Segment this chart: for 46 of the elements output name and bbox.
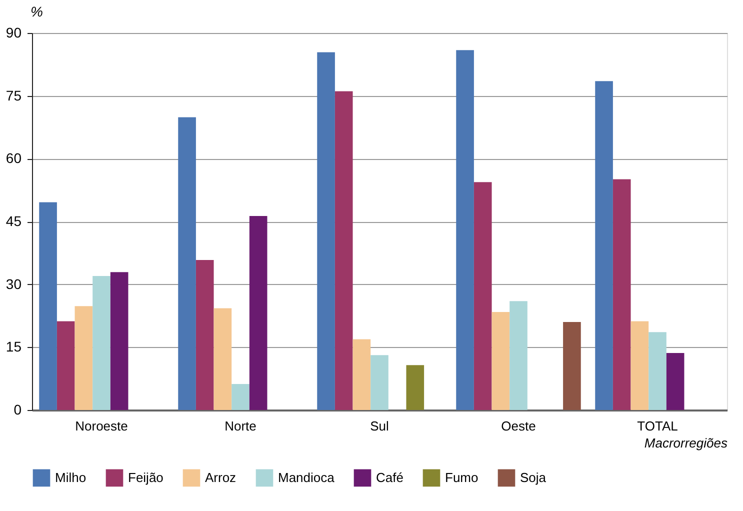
- x-tick-label: Oeste: [501, 418, 536, 434]
- bar: [612, 179, 631, 410]
- bar: [74, 306, 93, 410]
- legend-label: Arroz: [205, 470, 236, 485]
- bar: [370, 355, 388, 410]
- y-tick-label: 0: [14, 402, 22, 418]
- x-tick-label: TOTAL: [637, 418, 678, 434]
- y-tick-label: 60: [6, 150, 22, 166]
- bar: [456, 50, 474, 410]
- legend-label: Café: [376, 470, 404, 485]
- bar: [666, 353, 684, 410]
- bar: [317, 52, 335, 410]
- x-tick-label: Sul: [370, 418, 389, 434]
- y-tick-label: 90: [6, 24, 22, 40]
- legend-label: Feijão: [128, 470, 164, 485]
- legend-label: Fumo: [445, 470, 478, 485]
- bar: [178, 117, 196, 410]
- bar: [406, 365, 424, 410]
- y-tick-label: 15: [6, 338, 22, 355]
- y-axis-title: %: [30, 4, 43, 20]
- bar: [92, 276, 110, 410]
- y-tick-label: 45: [6, 213, 22, 229]
- bar: [510, 301, 528, 410]
- bar: [249, 216, 268, 410]
- bar: [196, 260, 214, 410]
- x-tick-label: Noroeste: [75, 418, 128, 434]
- bar: [232, 384, 250, 410]
- bar: [352, 339, 371, 410]
- bar: [595, 81, 613, 410]
- bar: [648, 332, 666, 410]
- x-tick-label: Norte: [224, 418, 256, 434]
- legend-label: Soja: [520, 470, 547, 485]
- bar: [214, 308, 232, 410]
- bar: [630, 321, 649, 410]
- bar: [56, 321, 75, 410]
- bar: [39, 202, 57, 410]
- bar: [474, 182, 492, 410]
- bar: [563, 322, 581, 410]
- y-tick-label: 75: [6, 87, 22, 104]
- bar: [110, 272, 128, 410]
- legend-label: Milho: [55, 470, 86, 485]
- bar: [492, 312, 510, 410]
- y-tick-label: 30: [6, 276, 22, 292]
- x-axis-title: Macrorregiões: [644, 436, 728, 450]
- legend-label: Mandioca: [278, 470, 336, 485]
- bar: [334, 91, 353, 410]
